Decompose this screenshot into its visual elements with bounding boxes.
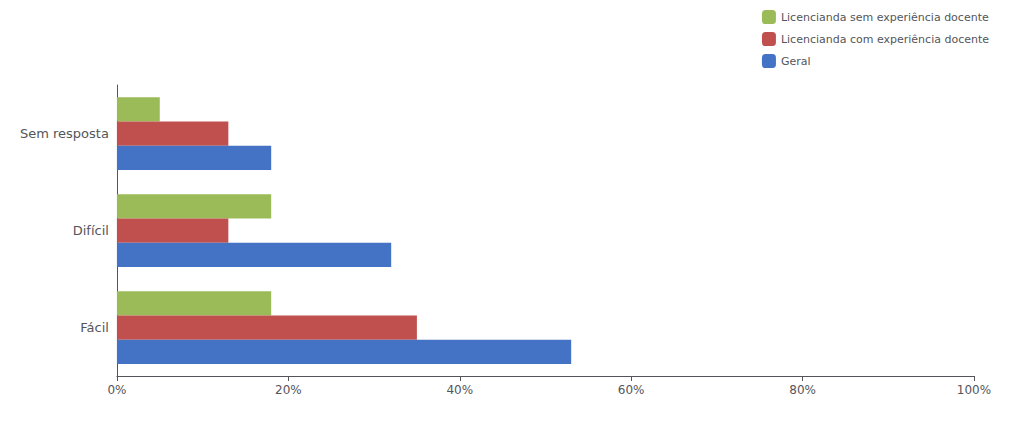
- svg-text:80%: 80%: [789, 383, 816, 397]
- svg-text:Sem resposta: Sem resposta: [20, 126, 109, 141]
- svg-text:40%: 40%: [446, 383, 473, 397]
- svg-text:Difícil: Difícil: [73, 223, 109, 238]
- svg-text:0%: 0%: [107, 383, 126, 397]
- svg-text:Licencianda sem experiência do: Licencianda sem experiência docente: [781, 11, 989, 24]
- svg-text:Fácil: Fácil: [80, 320, 109, 335]
- svg-text:60%: 60%: [618, 383, 645, 397]
- svg-text:Licencianda com experiência do: Licencianda com experiência docente: [781, 33, 989, 46]
- svg-text:100%: 100%: [957, 383, 991, 397]
- svg-text:Geral: Geral: [781, 55, 811, 68]
- svg-text:20%: 20%: [275, 383, 302, 397]
